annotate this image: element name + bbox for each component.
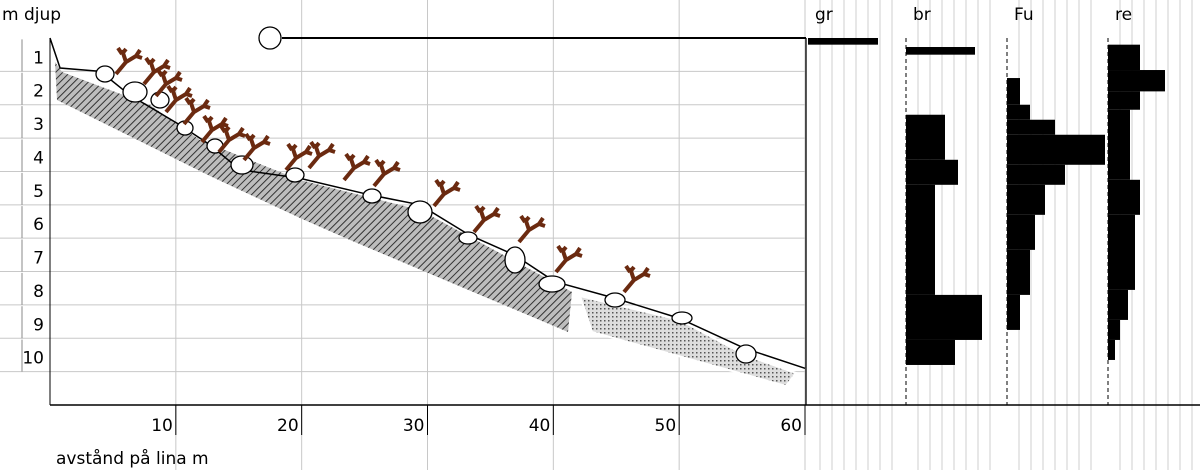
- column-label: Fu: [1014, 5, 1034, 25]
- column-label: re: [1115, 5, 1132, 25]
- abundance-bar: [906, 339, 955, 365]
- x-tick-label: 60: [780, 416, 802, 436]
- abundance-bar: [906, 294, 982, 340]
- abundance-bar: [1007, 119, 1055, 135]
- x-tick-label: 50: [655, 416, 677, 436]
- abundance-bar: [1007, 104, 1030, 120]
- x-tick-label: 20: [277, 416, 299, 436]
- abundance-bar: [1108, 339, 1115, 360]
- abundance-bar: [1108, 214, 1135, 290]
- y-tick-label: 7: [33, 249, 44, 269]
- abundance-bar: [1108, 44, 1140, 71]
- abundance-bar: [1108, 179, 1140, 215]
- column-label: br: [913, 5, 931, 25]
- x-tick-label: 10: [151, 416, 173, 436]
- abundance-bar: [1007, 249, 1030, 295]
- abundance-bar: [1007, 134, 1105, 165]
- y-tick-label: 2: [33, 82, 44, 102]
- abundance-bar: [1108, 70, 1165, 92]
- abundance-bar: [1108, 319, 1120, 340]
- y-tick-label: 6: [33, 215, 44, 235]
- abundance-bar: [1007, 78, 1020, 105]
- y-tick-label: 3: [33, 115, 44, 135]
- abundance-bar: [1108, 109, 1130, 180]
- y-axis-title: m djup: [2, 5, 61, 25]
- abundance-bar: [1108, 289, 1128, 320]
- y-tick-label: 1: [33, 48, 44, 68]
- abundance-bar: [906, 47, 975, 55]
- x-axis-title: avstånd på lina m: [56, 448, 209, 469]
- y-tick-label: 8: [33, 282, 44, 302]
- plot: 1 2 3 4 5 6 7 8 9 10 10 20 30 40 50 60 gr br Fu re: [21, 5, 1200, 436]
- abundance-bar: [808, 38, 878, 45]
- abundance-bar: [1108, 91, 1140, 110]
- x-tick-label: 40: [529, 416, 551, 436]
- abundance-bar: [906, 114, 945, 160]
- x-tick-label: 30: [403, 416, 425, 436]
- abundance-bar: [906, 159, 958, 185]
- decor: [95, 26, 807, 405]
- abundance-bar: [906, 184, 935, 295]
- abundance-bar: [1007, 164, 1065, 185]
- y-tick-label: 9: [33, 315, 44, 335]
- abundance-bar: [1007, 214, 1035, 250]
- abundance-bar: [1007, 184, 1045, 215]
- y-tick-label: 5: [33, 182, 44, 202]
- abundance-bar: [1007, 294, 1020, 330]
- y-tick-label: 4: [33, 148, 44, 168]
- y-tick-label: 10: [22, 349, 44, 369]
- column-label: gr: [815, 5, 833, 25]
